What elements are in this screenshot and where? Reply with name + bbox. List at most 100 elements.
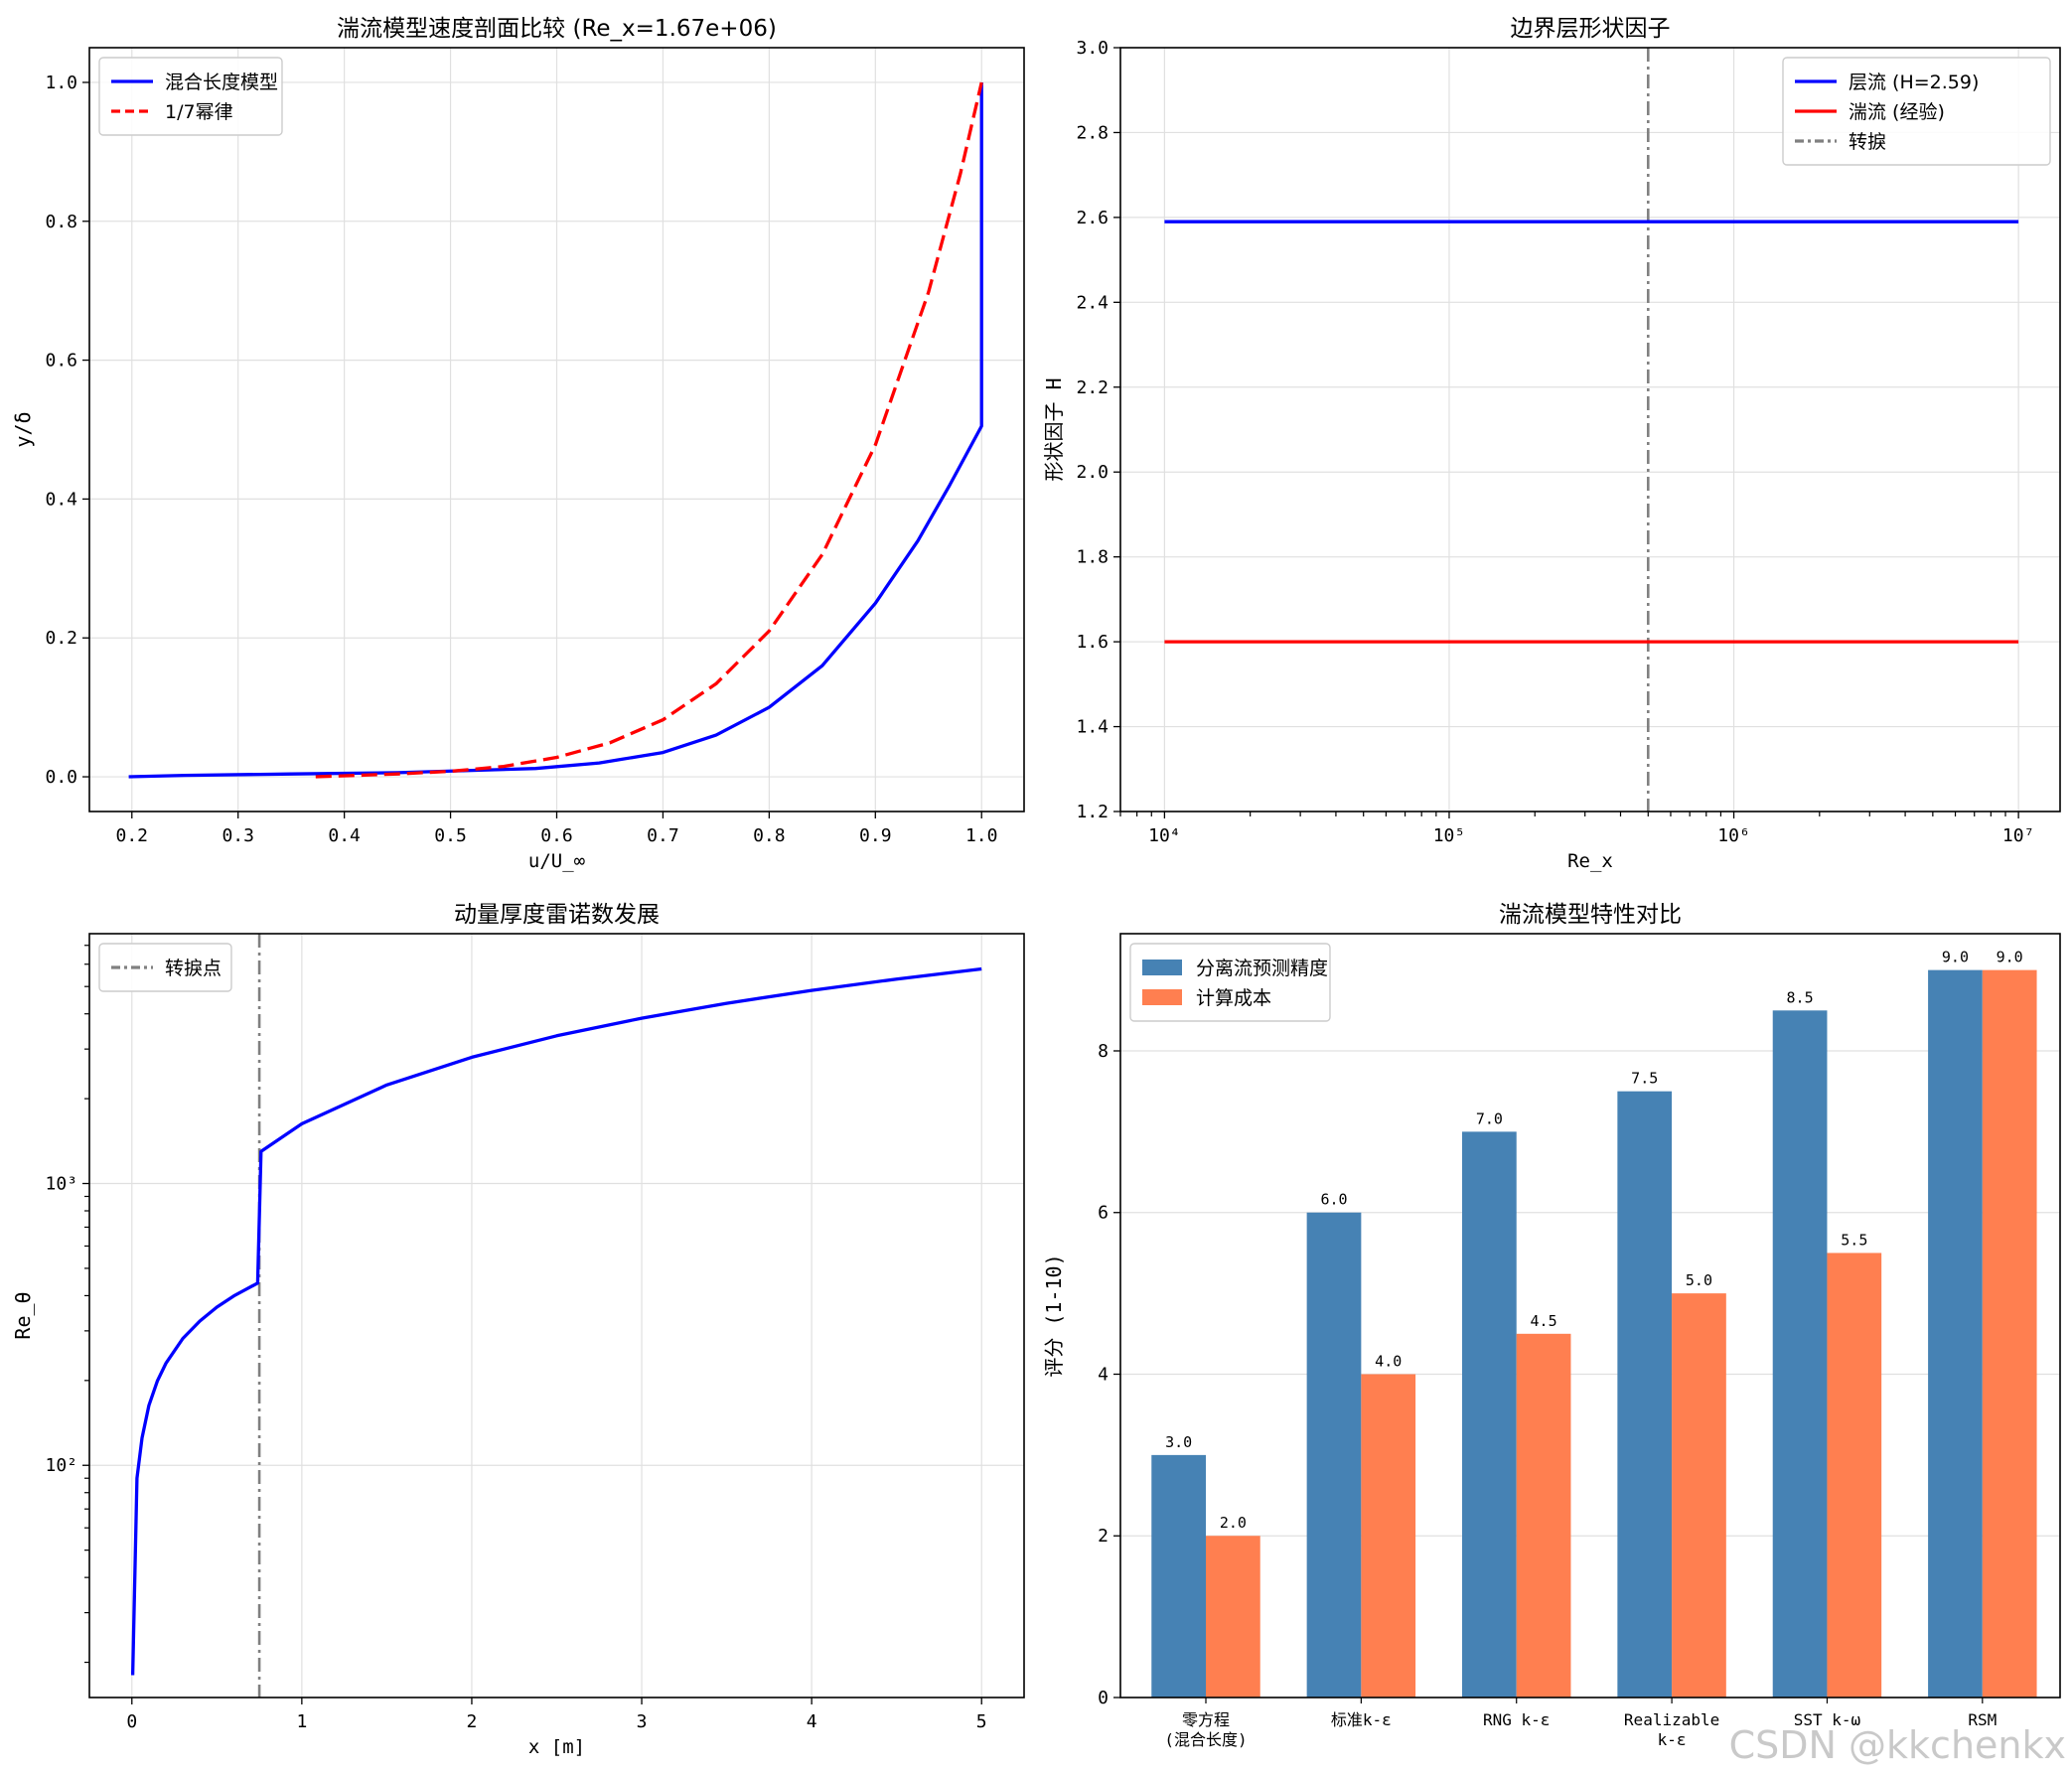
bar-value-label: 3.0 [1165,1433,1192,1451]
bar [1672,1293,1726,1698]
y-tick-label: 2.2 [1076,377,1109,398]
bar-value-label: 5.5 [1841,1231,1867,1249]
y-tick-label: 1.0 [45,73,77,93]
legend-label: 1/7幂律 [165,101,233,123]
chart-3: 0 1 2 3 4 5 10² 10³ 动量厚度雷诺数发展 x [m] Re_θ 转捩点 [11,902,1025,1758]
x-tick-label: 10⁵ [1433,825,1466,846]
chart-title: 动量厚度雷诺数发展 [454,902,660,928]
x-tick-label: 0.3 [222,825,254,846]
legend: 层流 (H=2.59) 湍流 (经验) 转捩 [1782,57,2051,166]
bar [1151,1454,1206,1698]
bar [1462,1131,1517,1698]
x-axis-label: x [m] [528,1736,585,1758]
legend-box [1782,57,2051,166]
y-tick-label: 6 [1098,1203,1109,1224]
x-tick-label: 零方程 [1182,1710,1230,1729]
chart-4: 3.0 6.0 7.0 7.5 8.5 9.0 2.0 4.0 4.5 5.0 5.5 9.0 零方程(… [1042,902,2061,1749]
y-tick-label: 4 [1098,1364,1109,1385]
x-tick-label: 0.8 [753,825,786,846]
bar [1516,1333,1571,1698]
grid [89,934,1024,1698]
y-tick-label: 8 [1098,1041,1109,1062]
watermark: CSDN @kkchenkx [1728,1723,2066,1767]
y-tick-label: 2.0 [1076,462,1109,483]
y-axis-label: Re_θ [11,1291,35,1339]
chart-title: 边界层形状因子 [1511,16,1671,42]
y-tick-label: 2 [1098,1526,1109,1547]
plot-frame [88,933,1025,1699]
bar-value-label: 9.0 [1997,949,2023,966]
y-tick-label: 0.4 [45,489,77,510]
x-tick-label: 0 [126,1711,137,1732]
x-tick-label: 1 [296,1711,307,1732]
y-tick-label: 0.6 [45,351,77,371]
x-tick-label: 1.0 [965,825,998,846]
legend-label: 混合长度模型 [165,72,278,93]
y-tick-label: 10³ [45,1174,77,1195]
x-tick-label: 0.4 [328,825,361,846]
y-tick-label: 1.4 [1076,717,1109,738]
legend-label: 层流 (H=2.59) [1849,72,1979,93]
x-tick-label: 2 [467,1711,478,1732]
legend: 混合长度模型 1/7幂律 [98,57,283,136]
bar [1982,969,2037,1698]
bar-value-label: 6.0 [1320,1191,1347,1209]
y-tick-label: 10² [45,1455,77,1476]
bar-value-label: 9.0 [1942,949,1969,966]
x-tick-label: 10⁶ [1717,825,1750,846]
x-tick-label: 3 [637,1711,648,1732]
legend-label: 湍流 (经验) [1849,101,1945,123]
bar [1206,1536,1260,1698]
x-tick-label: RSM [1968,1710,1997,1729]
x-tick-label: 0.9 [859,825,892,846]
y-tick-label: 3.0 [1076,38,1109,59]
bar-value-label: 8.5 [1787,988,1814,1006]
bar-value-label: 7.0 [1476,1109,1503,1127]
chart-title: 湍流模型特性对比 [1499,902,1682,928]
y-tick-label: 2.8 [1076,122,1109,143]
x-tick-label: 0.5 [434,825,467,846]
y-axis-label: y/δ [11,411,35,447]
x-tick-label: (混合长度) [1164,1730,1247,1749]
y-tick-label: 1.8 [1076,547,1109,568]
y-tick-label: 1.2 [1076,802,1109,822]
x-axis-label: u/U_∞ [528,850,585,872]
plot-frame [1119,933,2061,1699]
legend-label: 转捩 [1849,131,1886,153]
plot-frame [1119,47,2061,813]
y-axis-label: 评分 (1-10) [1042,1254,1066,1377]
legend-swatch [1142,960,1182,975]
bar [1361,1374,1416,1698]
x-tick-label: 0.2 [116,825,149,846]
legend-label: 转捩点 [165,958,222,979]
y-tick-label: 0.0 [45,767,77,788]
x-tick-label: 标准k-ε [1331,1710,1392,1729]
bar-value-label: 7.5 [1631,1070,1658,1088]
x-tick-label: 10⁴ [1148,825,1181,846]
legend-label: 计算成本 [1196,987,1271,1009]
plot-frame [88,47,1025,813]
bar [1617,1091,1673,1698]
x-tick-label: 4 [807,1711,817,1732]
y-tick-label: 1.6 [1076,632,1109,653]
bar [1306,1212,1362,1698]
grid [89,48,1024,812]
x-tick-label: Realizable [1624,1710,1719,1729]
series-line [315,81,983,779]
x-tick-label: RNG k-ε [1483,1710,1550,1729]
series-line [130,966,982,1676]
legend: 转捩点 [98,943,232,992]
y-axis-label: 形状因子 H [1042,377,1066,481]
chart-1: 0.2 0.3 0.4 0.5 0.6 0.7 0.8 0.9 1.0 0.0 0.2 0.4 0.6 0… [11,16,1025,872]
chart-title: 湍流模型速度剖面比较 (Re_x=1.67e+06) [337,16,777,42]
x-tick-label: 0.6 [540,825,573,846]
y-tick-label: 0.2 [45,628,77,649]
bar-value-label: 5.0 [1686,1271,1712,1289]
grid [1120,1050,2060,1699]
bar [1928,969,1983,1698]
x-tick-label: 0.7 [647,825,679,846]
bar-value-label: 4.0 [1375,1352,1402,1370]
legend-label: 分离流预测精度 [1196,958,1328,979]
y-tick-label: 0.8 [45,212,77,232]
